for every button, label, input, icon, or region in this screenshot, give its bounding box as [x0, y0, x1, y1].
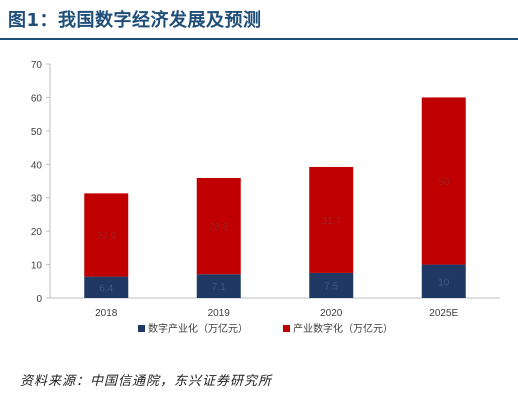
bar-segment-digital-industrialization [196, 274, 241, 298]
y-tick-label: 20 [31, 227, 43, 238]
y-tick-label: 10 [31, 261, 43, 272]
x-tick-label: 2025E [429, 308, 458, 319]
data-label: 7.1 [212, 282, 226, 293]
title-underline [0, 38, 518, 40]
data-label: 10 [438, 277, 450, 288]
bar-segment-digital-industrialization [84, 276, 129, 298]
data-label: 7.5 [324, 281, 338, 292]
source-note: 资料来源：中国信通院，东兴证券研究所 [20, 374, 273, 389]
legend-swatch [138, 325, 145, 332]
data-label: 31.7 [322, 216, 342, 227]
data-label: 28.8 [209, 222, 229, 233]
bar-segment-industrial-digitalization [309, 166, 354, 273]
legend-label: 数字产业化（万亿元） [148, 322, 248, 335]
legend-label: 产业数字化（万亿元） [293, 322, 393, 335]
data-label: 24.9 [97, 231, 117, 242]
legend-swatch [283, 325, 290, 332]
bar-segment-industrial-digitalization [196, 177, 241, 275]
data-label: 6.4 [99, 283, 113, 294]
chart-title: 图1：我国数字经济发展及预测 [8, 10, 262, 31]
y-tick-label: 0 [36, 294, 42, 305]
y-tick-label: 30 [31, 194, 43, 205]
y-tick-label: 60 [31, 93, 43, 104]
x-tick-label: 2018 [95, 308, 118, 319]
x-tick-label: 2019 [208, 308, 231, 319]
y-tick-label: 50 [31, 127, 43, 138]
bar-segment-industrial-digitalization [84, 193, 129, 277]
y-tick-label: 40 [31, 160, 43, 171]
x-tick-label: 2020 [320, 308, 343, 319]
y-tick-label: 70 [31, 60, 43, 71]
bar-segment-digital-industrialization [421, 264, 466, 298]
bar-segment-industrial-digitalization [421, 97, 466, 265]
bar-segment-digital-industrialization [309, 272, 354, 298]
stacked-bar-chart: 0 10 20 30 40 50 60 70 6.4 24.9 2018 7.1 28.8 2019 7.5… [31, 60, 500, 335]
data-label: 50 [438, 177, 450, 188]
